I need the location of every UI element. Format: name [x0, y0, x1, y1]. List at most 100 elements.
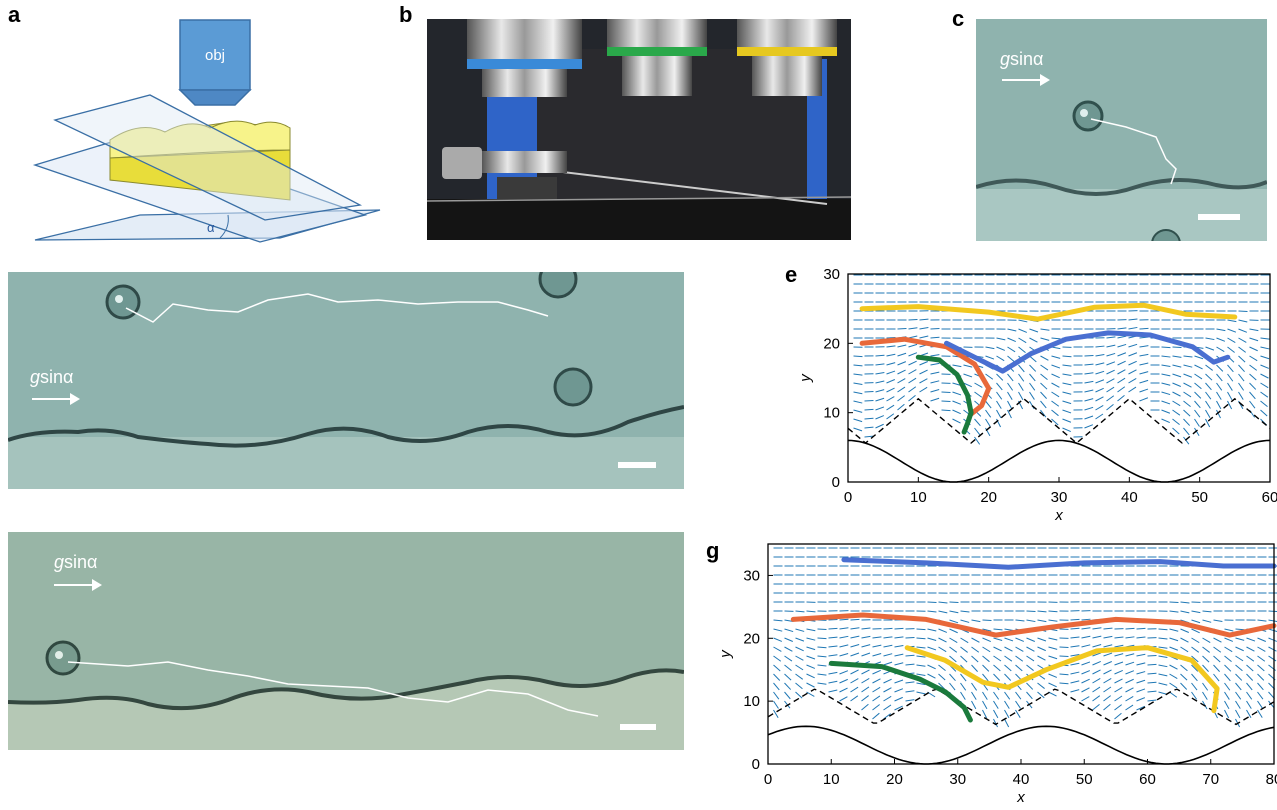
field-arrow — [875, 380, 885, 384]
field-arrow — [872, 636, 882, 639]
field-arrow — [1059, 682, 1069, 685]
field-arrow — [1095, 413, 1104, 420]
field-arrow — [817, 664, 827, 667]
field-arrow — [828, 671, 838, 675]
field-arrow — [872, 704, 880, 711]
field-arrow — [993, 664, 1001, 672]
field-arrow — [850, 669, 859, 675]
field-arrow — [773, 628, 783, 632]
field-arrow — [1004, 718, 1010, 728]
y-tick-label: 30 — [823, 266, 840, 283]
field-arrow — [861, 686, 870, 693]
field-arrow — [1015, 709, 1021, 718]
field-arrow — [952, 409, 961, 415]
x-tick-label: 30 — [1051, 489, 1068, 506]
field-arrow — [1029, 391, 1035, 400]
particle — [1072, 100, 1104, 132]
field-arrow — [883, 653, 893, 657]
field-arrow — [971, 664, 978, 672]
field-arrow — [1169, 682, 1178, 689]
field-arrow — [806, 646, 816, 651]
field-arrow — [905, 654, 915, 657]
field-arrow — [1128, 352, 1138, 357]
field-arrow — [806, 664, 816, 669]
field-arrow — [1246, 682, 1253, 691]
field-arrow — [993, 628, 1003, 631]
field-arrow — [1260, 346, 1270, 350]
field-arrow — [1227, 337, 1236, 343]
field-arrow — [1136, 688, 1146, 693]
field-arrow — [853, 364, 863, 367]
field-arrow — [817, 673, 827, 676]
field-arrow — [993, 673, 1001, 681]
field-arrow — [1081, 644, 1091, 648]
field-arrow — [828, 680, 838, 684]
particle-d — [105, 284, 141, 320]
field-arrow — [960, 637, 969, 644]
panel-label-b: b — [399, 2, 413, 27]
field-arrow — [1249, 346, 1258, 352]
field-arrow — [1172, 373, 1182, 378]
field-arrow — [1213, 673, 1220, 682]
field-arrow — [996, 418, 1002, 428]
field-arrow — [952, 400, 962, 405]
field-arrow — [1081, 627, 1091, 630]
field-arrow — [985, 427, 991, 437]
trajectory-yellow — [904, 645, 1220, 714]
field-arrow — [1238, 391, 1244, 400]
field-arrow — [886, 413, 895, 420]
field-arrow — [1070, 627, 1080, 630]
field-arrow — [1062, 391, 1072, 395]
field-arrow — [1235, 637, 1245, 641]
field-arrow — [886, 387, 895, 393]
field-arrow — [1007, 328, 1017, 332]
field-arrow — [1106, 403, 1114, 411]
field-arrow — [1029, 328, 1039, 333]
field-arrow — [1191, 682, 1198, 691]
field-arrow — [839, 687, 848, 693]
field-arrow — [1007, 346, 1016, 353]
field-arrow — [938, 673, 946, 681]
field-arrow — [1202, 682, 1209, 691]
micrograph-d: gsinα — [8, 272, 684, 489]
field-arrow — [1059, 655, 1069, 658]
field-arrow — [974, 382, 983, 388]
field-arrow — [1216, 391, 1222, 400]
field-arrow — [897, 352, 907, 357]
field-arrow — [949, 655, 957, 663]
field-arrow — [897, 386, 906, 393]
field-arrow — [886, 362, 896, 366]
field-arrow — [1125, 687, 1134, 693]
field-arrow — [1191, 655, 1199, 663]
field-arrow — [974, 418, 981, 427]
field-arrow — [886, 370, 896, 375]
field-arrow — [1040, 364, 1049, 371]
field-arrow — [886, 396, 895, 402]
x-tick-label: 0 — [844, 489, 852, 506]
field-arrow — [897, 403, 905, 411]
field-arrow — [938, 637, 947, 643]
x-axis-label: x — [1054, 507, 1063, 524]
field-arrow — [828, 636, 838, 639]
field-arrow — [1136, 627, 1146, 630]
field-arrow — [1257, 700, 1263, 709]
field-arrow — [1180, 610, 1190, 614]
schematic-panel: obj α — [30, 10, 390, 250]
field-arrow — [982, 691, 988, 700]
field-arrow — [1194, 373, 1203, 380]
field-arrow — [1062, 400, 1072, 405]
objective-label: obj — [205, 47, 225, 64]
field-arrow — [1018, 382, 1024, 391]
x-tick-label: 80 — [1266, 771, 1277, 788]
field-arrow — [1095, 387, 1104, 393]
trajectory-green — [915, 354, 974, 435]
field-arrow — [930, 354, 940, 357]
field-arrow — [773, 709, 779, 718]
field-arrow — [897, 378, 906, 384]
field-arrow — [1004, 673, 1012, 681]
field-arrow — [908, 352, 918, 357]
field-arrow — [883, 661, 893, 666]
field-arrow — [1158, 637, 1168, 640]
field-arrow — [894, 705, 903, 711]
field-arrow — [1191, 628, 1200, 634]
